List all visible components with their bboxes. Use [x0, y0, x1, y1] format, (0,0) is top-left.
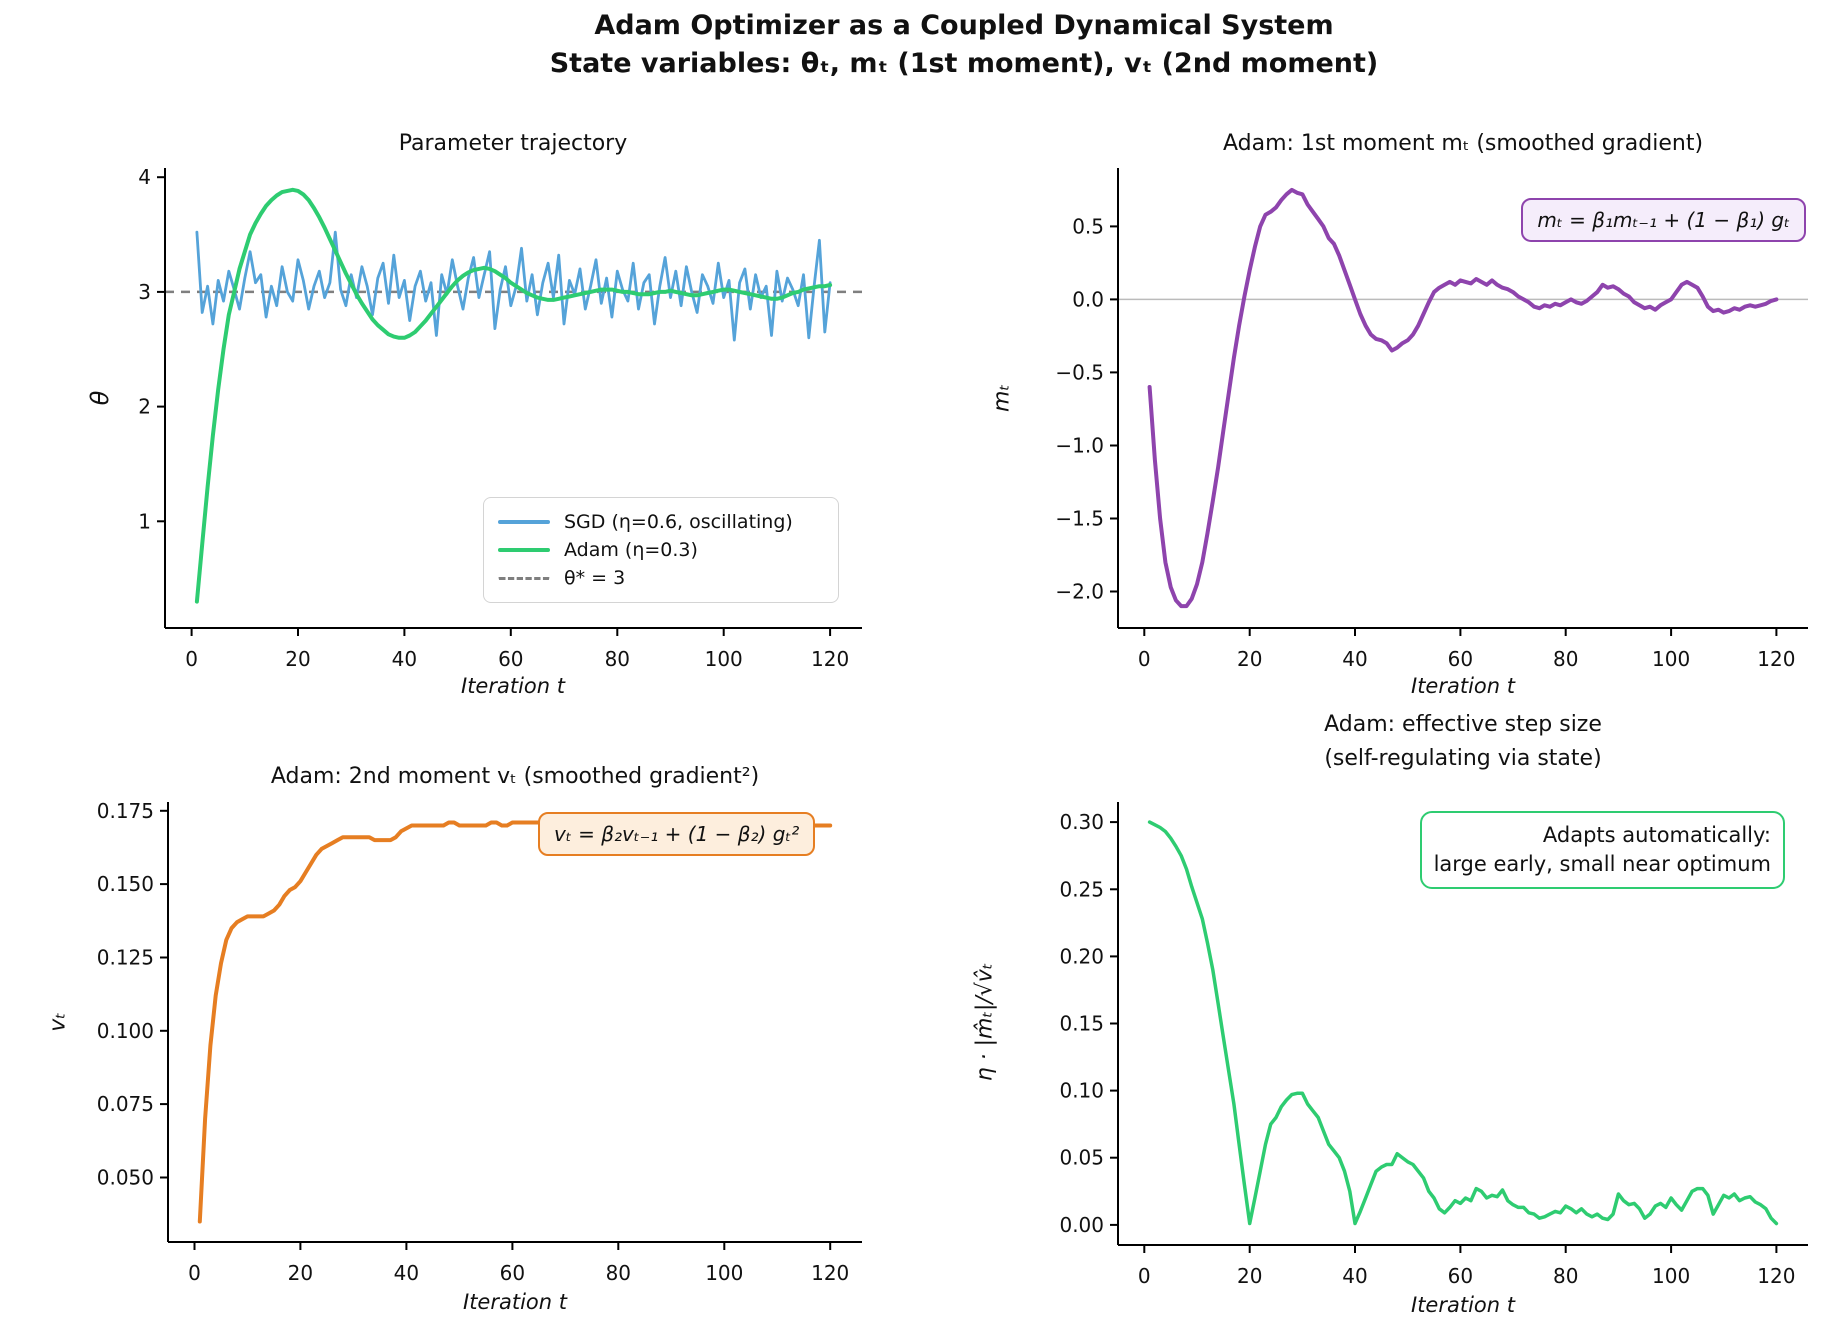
y-tick-label: −2.0 — [1055, 580, 1104, 604]
xlabel-bl: Iteration t — [463, 1290, 567, 1314]
x-tick-label: 120 — [811, 647, 849, 671]
x-tick-label: 40 — [392, 647, 417, 671]
x-tick-label: 100 — [1652, 647, 1690, 671]
title-parameter-trajectory: Parameter trajectory — [398, 131, 628, 156]
y-tick-label: −1.0 — [1055, 434, 1104, 458]
x-tick-label: 120 — [1757, 1264, 1795, 1288]
x-tick-label: 0 — [1138, 1264, 1151, 1288]
x-tick-label: 20 — [1237, 1264, 1262, 1288]
x-tick-label: 20 — [1237, 647, 1262, 671]
annotation-line2: large early, small near optimum — [1433, 852, 1771, 876]
y-tick-label: 1 — [138, 509, 151, 533]
ylabel-theta: θ — [86, 390, 114, 406]
x-tick-label: 60 — [500, 1261, 525, 1285]
x-tick-label: 20 — [288, 1261, 313, 1285]
formula-box-mt: mₜ = β₁mₜ₋₁ + (1 − β₁) gₜ — [1521, 198, 1806, 242]
x-tick-label: 40 — [394, 1261, 419, 1285]
adam-line-swatch — [498, 548, 550, 552]
x-tick-label: 80 — [1553, 1264, 1578, 1288]
y-tick-label: 0.075 — [97, 1092, 154, 1116]
y-tick-label: 0.100 — [97, 1019, 154, 1043]
legend-item-sgd: SGD (η=0.6, oscillating) — [498, 511, 824, 533]
figure-suptitle-line1: Adam Optimizer as a Coupled Dynamical Sy… — [594, 10, 1334, 41]
x-tick-label: 100 — [1652, 1264, 1690, 1288]
y-tick-label: 0.050 — [97, 1166, 154, 1190]
title-first-moment: Adam: 1st moment mₜ (smoothed gradient) — [1222, 131, 1704, 156]
y-tick-label: 0.25 — [1059, 877, 1104, 901]
legend-label-theta-star: θ* = 3 — [564, 567, 626, 589]
y-tick-label: 0.30 — [1059, 810, 1104, 834]
y-tick-label: 2 — [138, 395, 151, 419]
legend-item-theta-star: θ* = 3 — [498, 567, 824, 589]
x-tick-label: 80 — [605, 647, 630, 671]
x-tick-label: 60 — [498, 647, 523, 671]
x-tick-label: 0 — [1138, 647, 1151, 671]
y-tick-label: −1.5 — [1055, 507, 1104, 531]
ylabel-effective-step: η · |m̂ₜ|/√v̂ₜ — [972, 962, 998, 1082]
theta-star-dash-swatch — [498, 576, 550, 580]
x-tick-label: 0 — [188, 1261, 201, 1285]
y-tick-label: 0.150 — [97, 872, 154, 896]
xlabel-br: Iteration t — [1411, 1293, 1515, 1317]
annotation-box-adapts: Adapts automatically: large early, small… — [1419, 811, 1785, 889]
x-tick-label: 100 — [705, 647, 743, 671]
legend: SGD (η=0.6, oscillating) Adam (η=0.3) θ*… — [483, 497, 839, 603]
legend-label-sgd: SGD (η=0.6, oscillating) — [564, 511, 793, 533]
legend-item-adam: Adam (η=0.3) — [498, 539, 824, 561]
legend-label-adam: Adam (η=0.3) — [564, 539, 698, 561]
y-tick-label: 0.5 — [1072, 214, 1104, 238]
series-v-t — [197, 820, 833, 1224]
y-tick-label: 0.0 — [1072, 287, 1104, 311]
y-tick-label: 0.15 — [1059, 1012, 1104, 1036]
y-tick-label: 0.05 — [1059, 1146, 1104, 1170]
ylabel-mt: mₜ — [989, 384, 1015, 412]
x-tick-label: 120 — [811, 1261, 849, 1285]
title-second-moment: Adam: 2nd moment vₜ (smoothed gradient²) — [270, 764, 760, 789]
x-tick-label: 80 — [606, 1261, 631, 1285]
x-tick-label: 20 — [285, 647, 310, 671]
series-sgd-0-6-oscillating- — [195, 230, 832, 342]
y-tick-label: 0.175 — [97, 799, 154, 823]
y-tick-label: 0.10 — [1059, 1079, 1104, 1103]
series-adam-0-3- — [194, 187, 833, 604]
series-m-t — [1147, 187, 1779, 609]
title-effective-step-line2: (self-regulating via state) — [1324, 746, 1602, 771]
annotation-line1: Adapts automatically: — [1542, 823, 1771, 847]
title-effective-step-line1: Adam: effective step size — [1324, 712, 1602, 737]
x-tick-label: 40 — [1342, 647, 1367, 671]
x-tick-label: 100 — [705, 1261, 743, 1285]
xlabel-tr: Iteration t — [1411, 674, 1515, 698]
x-tick-label: 60 — [1448, 647, 1473, 671]
y-tick-label: 0.125 — [97, 946, 154, 970]
y-tick-label: 4 — [138, 165, 151, 189]
x-tick-label: 40 — [1342, 1264, 1367, 1288]
xlabel-tl: Iteration t — [461, 674, 565, 698]
x-tick-label: 120 — [1757, 647, 1795, 671]
figure-suptitle-line2: State variables: θₜ, mₜ (1st moment), vₜ… — [549, 48, 1379, 79]
series-effective-step-size — [1147, 820, 1779, 1226]
x-tick-label: 80 — [1553, 647, 1578, 671]
sgd-line-swatch — [498, 520, 550, 524]
x-tick-label: 60 — [1448, 1264, 1473, 1288]
ylabel-vt: vₜ — [45, 1012, 71, 1032]
x-tick-label: 0 — [185, 647, 198, 671]
y-tick-label: 0.00 — [1059, 1213, 1104, 1237]
formula-box-vt: vₜ = β₂vₜ₋₁ + (1 − β₂) gₜ² — [538, 812, 816, 856]
y-tick-label: −0.5 — [1055, 360, 1104, 384]
y-tick-label: 3 — [138, 280, 151, 304]
y-tick-label: 0.20 — [1059, 944, 1104, 968]
